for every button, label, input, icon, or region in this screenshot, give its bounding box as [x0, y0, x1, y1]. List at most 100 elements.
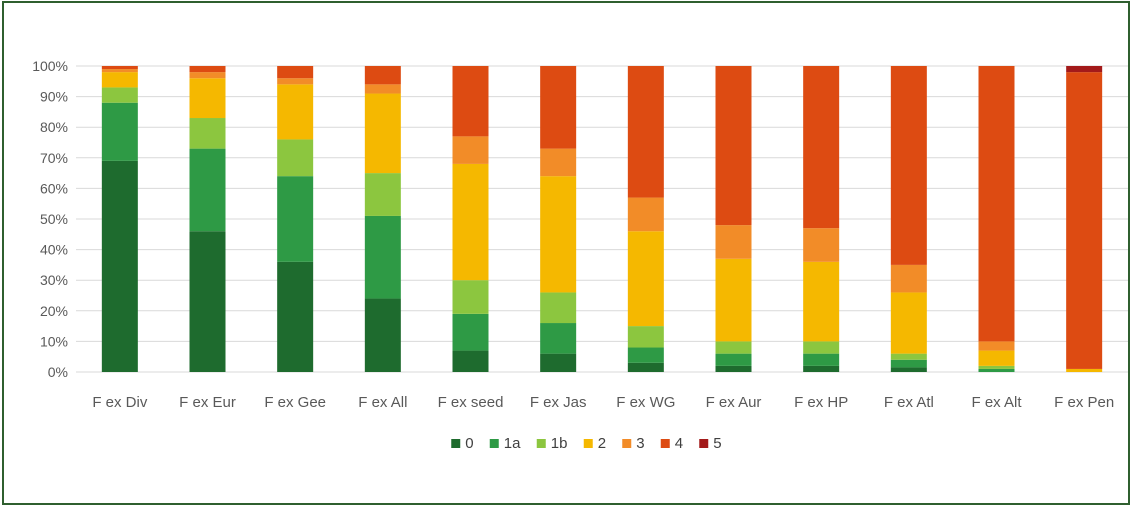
bar-segment-3: [715, 225, 752, 259]
bar-segment-4: [1066, 72, 1103, 369]
bar-segment-4: [978, 66, 1015, 342]
bar-segment-2: [978, 350, 1015, 366]
bar-segment-5: [1066, 66, 1103, 73]
y-tick-label: 30%: [40, 272, 68, 288]
y-tick-label: 10%: [40, 333, 68, 349]
bar-segment-0: [803, 365, 840, 372]
legend-label: 1a: [504, 435, 521, 452]
bar-segment-1a: [364, 215, 401, 299]
bar-segment-3: [890, 264, 927, 293]
x-category-label: F ex Alt: [971, 394, 1022, 411]
y-tick-label: 60%: [40, 180, 68, 196]
bar-segment-1b: [978, 365, 1015, 369]
y-tick-label: 0%: [48, 364, 68, 380]
bar-segment-4: [803, 66, 840, 229]
bar-segment-4: [890, 66, 927, 265]
legend-label: 3: [636, 435, 644, 452]
bar-segment-0: [101, 160, 138, 372]
legend-label: 5: [713, 435, 721, 452]
y-tick-label: 100%: [32, 58, 68, 74]
x-category-label: F ex All: [358, 394, 407, 411]
bar-segment-1b: [277, 139, 314, 177]
x-category-label: F ex Gee: [264, 394, 326, 411]
bar-segment-1a: [715, 353, 752, 366]
x-category-label: F ex seed: [438, 394, 504, 411]
bar-segment-0: [452, 350, 489, 372]
bar-segment-1b: [452, 280, 489, 314]
bar-segment-4: [715, 66, 752, 226]
y-tick-label: 70%: [40, 150, 68, 166]
bar-segment-3: [627, 197, 664, 232]
x-category-label: F ex HP: [794, 394, 848, 411]
bar-segment-2: [890, 292, 927, 354]
bar-segment-0: [364, 298, 401, 372]
bar-segment-1a: [189, 148, 226, 232]
bar-segment-1b: [101, 87, 138, 103]
legend-label: 1b: [551, 435, 568, 452]
legend-swatch-2: [583, 439, 593, 448]
bar-segment-0: [189, 231, 226, 372]
bar-segment-3: [978, 341, 1015, 351]
legend-swatch-3: [622, 439, 632, 448]
bar-segment-1a: [277, 176, 314, 262]
bar-segment-0: [540, 353, 577, 372]
legend-swatch-1b: [536, 439, 546, 448]
x-category-label: F ex Pen: [1054, 394, 1114, 411]
bar-segment-1a: [890, 359, 927, 368]
bar-segment-1a: [978, 368, 1015, 372]
legend-swatch-4: [660, 439, 670, 448]
bar-segment-0: [715, 365, 752, 372]
bar-segment-1a: [101, 102, 138, 161]
x-category-label: F ex Div: [92, 394, 148, 411]
bar-segment-2: [364, 93, 401, 174]
bar-segment-0: [890, 367, 927, 372]
bar-segment-3: [540, 148, 577, 177]
bar-segment-4: [627, 66, 664, 198]
x-category-label: F ex Atl: [884, 394, 934, 411]
bar-segment-4: [364, 66, 401, 85]
bar-segment-4: [189, 66, 226, 73]
bar-segment-1b: [364, 173, 401, 216]
bar-segment-1b: [715, 341, 752, 354]
bar-segment-1a: [627, 347, 664, 363]
bar-segment-3: [364, 84, 401, 94]
bar-segment-2: [452, 163, 489, 281]
bar-segment-2: [101, 72, 138, 88]
y-tick-label: 90%: [40, 89, 68, 105]
legend-swatch-1a: [489, 439, 499, 448]
bar-segment-1a: [540, 323, 577, 354]
legend-swatch-5: [699, 439, 709, 448]
bar-segment-0: [627, 362, 664, 372]
bar-segment-1b: [627, 326, 664, 348]
legend-label: 4: [675, 435, 683, 452]
y-tick-label: 80%: [40, 119, 68, 135]
bar-segment-4: [101, 66, 138, 70]
bar-segment-3: [803, 228, 840, 262]
x-category-label: F ex WG: [616, 394, 675, 411]
bar-segment-2: [540, 176, 577, 293]
bar-segment-2: [715, 258, 752, 342]
bar-segment-1b: [189, 118, 226, 149]
x-category-label: F ex Eur: [179, 394, 236, 411]
y-tick-label: 50%: [40, 211, 68, 227]
legend-swatch-0: [451, 439, 461, 448]
y-tick-label: 40%: [40, 242, 68, 258]
bar-segment-1a: [803, 353, 840, 366]
bar-segment-1b: [803, 341, 840, 354]
legend-label: 2: [598, 435, 606, 452]
bar-segment-1a: [452, 313, 489, 351]
bar-segment-2: [277, 84, 314, 140]
bar-segment-3: [101, 69, 138, 73]
bar-segment-4: [452, 66, 489, 137]
x-category-label: F ex Jas: [530, 394, 587, 411]
bar-segment-4: [540, 66, 577, 149]
x-category-label: F ex Aur: [706, 394, 762, 411]
bar-segment-2: [189, 78, 226, 119]
bar-segment-1b: [890, 353, 927, 360]
bar-segment-3: [277, 78, 314, 85]
y-tick-label: 20%: [40, 303, 68, 319]
bar-segment-0: [277, 261, 314, 372]
bar-segment-2: [627, 231, 664, 327]
bar-segment-4: [277, 66, 314, 79]
bar-segment-2: [803, 261, 840, 342]
